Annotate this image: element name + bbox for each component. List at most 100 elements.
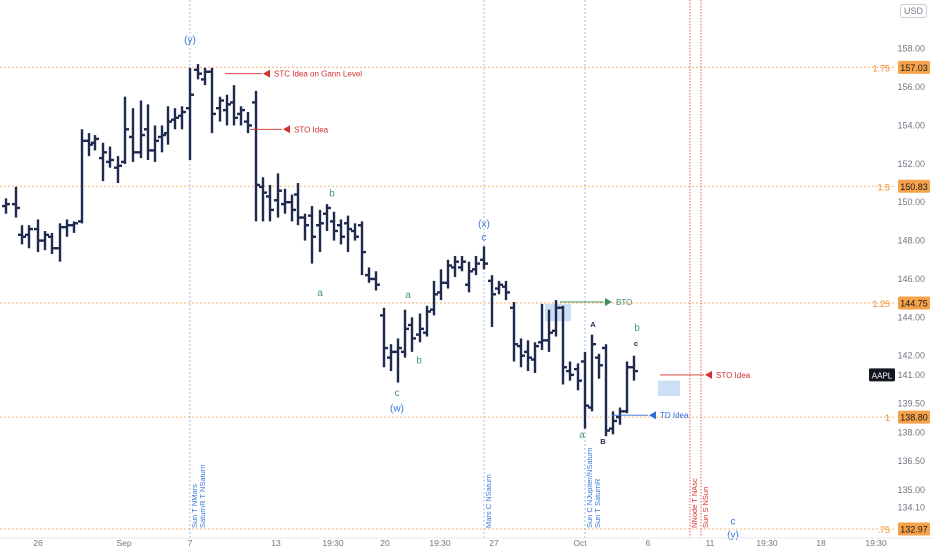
ohlc-bar	[588, 334, 596, 412]
y-tick-label: 156.00	[897, 82, 925, 92]
ohlc-bar	[372, 271, 380, 291]
trade-notes: STC Idea on Gann Level STO Idea BTO STO Ide…	[225, 69, 751, 420]
ohlc-bar	[365, 267, 373, 283]
ohlc-bar	[545, 309, 553, 352]
y-tick-label: 136.50	[897, 456, 925, 466]
ohlc-bar	[308, 206, 316, 264]
trade-note-label: TD Idea	[660, 411, 689, 420]
wave-label: B	[600, 437, 606, 446]
fib-label: .75	[877, 525, 890, 535]
ohlc-bar	[34, 219, 42, 253]
astro-vline-label: Mars C NSaturn	[484, 474, 493, 528]
y-tick-label: 148.00	[897, 236, 925, 246]
x-tick-label: 19:30	[756, 538, 778, 548]
ohlc-bar	[223, 94, 231, 126]
astro-vline-label: Sun T NMars	[190, 484, 199, 528]
ohlc-bar	[171, 108, 179, 130]
ohlc-bar	[351, 223, 359, 241]
ohlc-bar	[387, 344, 395, 372]
ohlc-bar	[480, 246, 488, 270]
y-tick-label: 158.00	[897, 44, 925, 54]
ohlc-bar	[186, 67, 194, 160]
ohlc-bar	[106, 146, 114, 168]
fib-label: 1	[885, 413, 890, 423]
symbol-tag	[869, 368, 895, 382]
ohlc-bar	[344, 215, 352, 253]
ohlc-bar	[121, 96, 129, 164]
price-tag-label: 150.83	[900, 182, 928, 192]
ohlc-bar	[458, 255, 466, 272]
y-tick-label: 150.00	[897, 197, 925, 207]
wave-label: c	[731, 517, 736, 528]
wave-label: c	[634, 339, 638, 348]
ohlc-bar	[524, 340, 532, 372]
ohlc-bar	[99, 142, 107, 182]
ohlc-bar	[252, 90, 260, 222]
trade-note-arrow	[263, 69, 270, 78]
highlight-box	[658, 380, 680, 397]
ohlc-bar	[216, 96, 224, 122]
ohlc-bar	[566, 361, 574, 381]
ohlc-bar	[444, 259, 452, 289]
price-tag	[898, 296, 930, 310]
y-tick-label: 138.00	[897, 427, 925, 437]
price-tag-label: 144.75	[900, 298, 928, 308]
astro-vline-label: SaturnR T NSaturn	[198, 464, 207, 528]
ohlc-bar	[358, 221, 366, 276]
ohlc-bar	[25, 225, 33, 249]
ohlc-bar	[616, 407, 624, 425]
astro-vline-label: Sun T SaturnR	[593, 478, 602, 528]
price-tag	[898, 410, 930, 424]
ohlc-bar	[538, 303, 546, 350]
wave-label: a	[579, 430, 585, 441]
y-tick-label: 135.00	[897, 485, 925, 495]
ohlc-bar	[502, 280, 510, 301]
ohlc-bar	[208, 67, 216, 134]
x-tick-label: 13	[271, 538, 281, 548]
y-tick-label: 154.00	[897, 120, 925, 130]
ohlc-bar	[78, 129, 86, 224]
ohlc-bar	[602, 344, 610, 437]
ohlc-bar	[301, 213, 309, 241]
red-vline-label: NNode T NAsc	[690, 478, 699, 528]
ohlc-bar	[85, 133, 93, 157]
highlight-box	[545, 303, 571, 322]
x-tick-label: 11	[706, 538, 715, 548]
wave-label: c	[395, 388, 400, 399]
y-tick-label: 142.00	[897, 351, 925, 361]
ohlc-bar	[430, 280, 438, 316]
fib-label: 1.75	[872, 63, 890, 73]
ohlc-bar	[510, 301, 518, 362]
ohlc-bar	[158, 125, 166, 153]
ohlc-bar	[380, 307, 388, 368]
highlight-boxes	[545, 303, 680, 397]
price-tag-label: 157.03	[900, 63, 928, 73]
ohlc-bar	[12, 186, 20, 218]
ohlc-bar	[129, 108, 137, 162]
ohlc-bar	[595, 353, 603, 379]
ohlc-bar	[281, 188, 289, 214]
ohlc-bar	[194, 64, 202, 80]
astro-vlines: Sun T NMars SaturnR T NSaturn Mars C NSatu…	[189, 0, 710, 538]
ohlc-bar	[330, 211, 338, 241]
y-tick-label: 139.50	[897, 399, 925, 409]
axes: 158.00 156.00 154.00 152.00 150.00 148.00 146.…	[0, 44, 932, 548]
ohlc-bar	[423, 305, 431, 337]
ohlc-bar	[451, 255, 459, 278]
price-tag-label: 132.97	[900, 524, 928, 534]
wave-label: (x)	[478, 219, 490, 230]
currency-badge[interactable]: USD	[899, 4, 927, 18]
y-tick-label: 134.10	[897, 502, 925, 512]
wave-label: (w)	[390, 403, 404, 414]
ohlc-bar	[531, 342, 539, 373]
x-tick-label: 19:30	[322, 538, 344, 548]
ohlc-bar	[18, 225, 26, 245]
trade-note-arrow	[649, 411, 656, 420]
x-tick-label: 26	[33, 538, 43, 548]
fib-label: 1.5	[877, 182, 890, 192]
red-vline-label: Sun S NSun	[701, 487, 710, 528]
ohlc-bar	[41, 230, 49, 251]
y-tick-label: 152.00	[897, 159, 925, 169]
